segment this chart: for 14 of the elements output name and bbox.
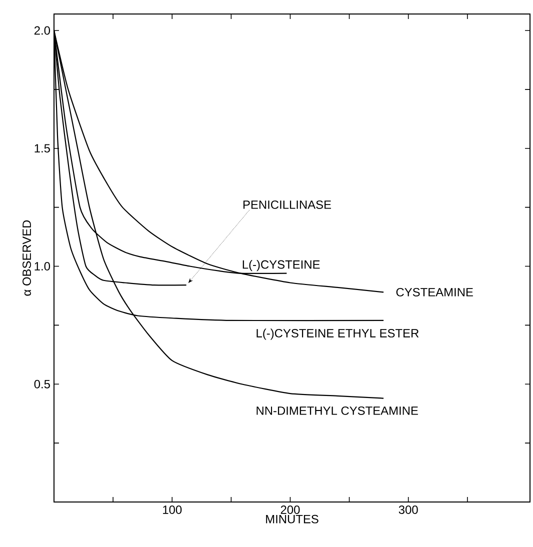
series-label: CYSTEAMINE [396, 288, 473, 296]
x-axis-title: MINUTES [266, 514, 318, 524]
y-tick-label: 1.5 [34, 144, 50, 153]
y-tick-label: 2.0 [34, 26, 50, 35]
series-label: L(-)CYSTEINE ETHYL ESTER [256, 328, 419, 340]
y-axis-title: α OBSERVED [22, 220, 31, 296]
y-tick-label: 0.5 [34, 380, 50, 388]
x-tick-label: 300 [398, 506, 418, 514]
series-label: L(-)CYSTEINE [242, 260, 320, 272]
x-tick-label: 100 [163, 506, 182, 514]
text: PENICILLINASE [243, 200, 331, 209]
y-tick-label: 1.0 [34, 262, 50, 270]
series-label: NN-DIMETHYL CYSTEAMINE [256, 406, 418, 415]
x-tick-label: 200 [280, 506, 300, 514]
